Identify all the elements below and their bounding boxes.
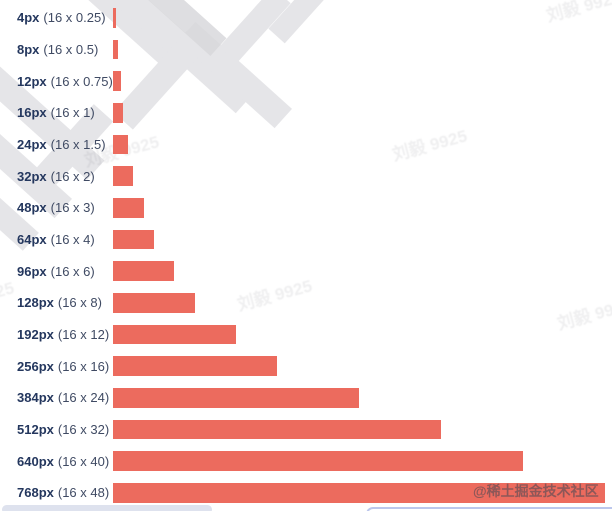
chart-row: 640px (16 x 40) [0,451,612,471]
bar [113,261,175,281]
chart-row: 192px (16 x 12) [0,324,612,345]
chart-row: 16px (16 x 1) [0,103,612,123]
row-px-label: 256px [17,358,54,374]
bar [113,71,121,91]
chart-row: 8px (16 x 0.5) [0,39,612,60]
row-px-label: 16px [17,105,47,121]
row-multiplier-label: (16 x 40) [57,453,110,469]
row-px-label: 12px [17,73,47,89]
row-multiplier-label: (16 x 32) [57,421,110,437]
bar [113,483,605,503]
row-label: 48px (16 x 3) [17,198,95,218]
row-multiplier-label: (16 x 3) [50,200,95,216]
bar [113,419,441,440]
chart-row: 384px (16 x 24) [0,388,612,408]
row-label: 640px (16 x 40) [17,451,109,471]
row-label: 192px (16 x 12) [17,325,109,345]
row-label: 96px (16 x 6) [17,261,95,281]
row-multiplier-label: (16 x 0.25) [43,10,106,26]
row-multiplier-label: (16 x 1) [50,105,95,121]
row-label: 24px (16 x 1.5) [17,135,106,155]
row-multiplier-label: (16 x 0.75) [50,73,113,89]
row-label: 8px (16 x 0.5) [17,40,98,60]
row-multiplier-label: (16 x 48) [57,485,110,501]
chart-row: 256px (16 x 16) [0,356,612,376]
row-px-label: 96px [17,263,47,279]
row-label: 12px (16 x 0.75) [17,71,113,91]
row-px-label: 768px [17,485,54,501]
bar [113,388,359,408]
row-px-label: 128px [17,295,54,311]
row-label: 32px (16 x 2) [17,166,95,186]
bar [113,293,195,313]
chart-row: 128px (16 x 8) [0,293,612,313]
row-px-label: 32px [17,168,47,184]
row-multiplier-label: (16 x 2) [50,168,95,184]
bottom-left-strip [2,505,212,511]
chart-row: 4px (16 x 0.25) [0,8,612,28]
bar [113,134,129,155]
chart-row: 32px (16 x 2) [0,166,612,186]
row-px-label: 384px [17,390,54,406]
row-label: 768px (16 x 48) [17,483,109,503]
bar [113,451,523,471]
row-px-label: 512px [17,421,54,437]
row-label: 128px (16 x 8) [17,293,102,313]
row-px-label: 8px [17,41,40,57]
row-multiplier-label: (16 x 8) [57,295,102,311]
row-px-label: 192px [17,326,54,342]
bottom-right-card [366,507,612,511]
row-px-label: 640px [17,453,54,469]
bar [113,166,134,186]
row-label: 64px (16 x 4) [17,230,95,250]
chart-row: 768px (16 x 48) [0,483,612,503]
row-px-label: 4px [17,10,40,26]
row-px-label: 48px [17,200,47,216]
chart-row: 12px (16 x 0.75) [0,71,612,91]
row-multiplier-label: (16 x 6) [50,263,95,279]
row-multiplier-label: (16 x 4) [50,231,95,247]
chart-row: 48px (16 x 3) [0,198,612,218]
bar [113,356,277,376]
bar [113,229,154,250]
chart-row: 24px (16 x 1.5) [0,134,612,155]
chart-row: 512px (16 x 32) [0,419,612,440]
bar [113,103,124,123]
bar [113,198,144,218]
row-label: 384px (16 x 24) [17,388,109,408]
bar [113,324,236,345]
row-px-label: 64px [17,231,47,247]
bar [113,39,119,60]
chart-row: 96px (16 x 6) [0,261,612,281]
row-px-label: 24px [17,136,47,152]
row-multiplier-label: (16 x 1.5) [50,136,106,152]
row-multiplier-label: (16 x 12) [57,326,110,342]
row-label: 512px (16 x 32) [17,420,109,440]
bar [113,8,116,28]
row-multiplier-label: (16 x 0.5) [43,41,99,57]
row-multiplier-label: (16 x 24) [57,390,110,406]
chart-row: 64px (16 x 4) [0,229,612,250]
row-label: 16px (16 x 1) [17,103,95,123]
row-multiplier-label: (16 x 16) [57,358,110,374]
row-label: 4px (16 x 0.25) [17,8,106,28]
row-label: 256px (16 x 16) [17,356,109,376]
